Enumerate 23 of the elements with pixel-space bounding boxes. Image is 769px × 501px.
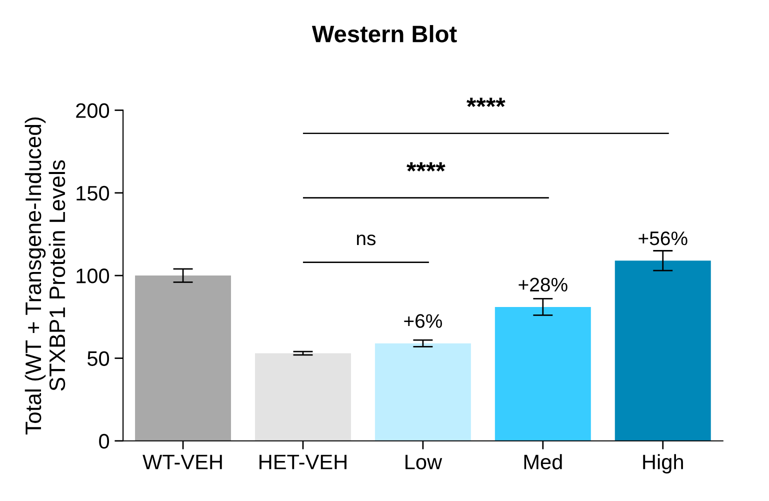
y-tick-label: 0: [99, 434, 110, 449]
annotation: ****: [406, 162, 446, 172]
chart-title: Western Blot: [312, 25, 457, 42]
x-tick-label: HET-VEH: [260, 454, 346, 470]
x-tick-label: Low: [406, 454, 442, 470]
x-tick-label: High: [643, 454, 683, 474]
annotation: ns: [356, 234, 376, 246]
text: ****: [466, 98, 506, 108]
y-tick-label: 200: [76, 103, 110, 118]
bar: [374, 343, 471, 441]
y-tick-label: 100: [76, 268, 110, 284]
annotation: +28%: [518, 278, 568, 292]
bar: [255, 353, 351, 441]
annotation: +6%: [404, 314, 442, 328]
x-tick-label: Med: [524, 454, 562, 470]
y-tick-label: 150: [76, 186, 110, 201]
bar: [135, 276, 232, 441]
bar: [614, 260, 711, 441]
bar: [494, 306, 591, 441]
y-tick-label: 50: [88, 351, 110, 366]
annotation: +56%: [638, 231, 688, 246]
y-axis-title: Total (WT + Transgene-Induced) STXBP1 Protein Levels: [24, 117, 66, 434]
x-tick-label: WT-VEH: [142, 454, 222, 470]
